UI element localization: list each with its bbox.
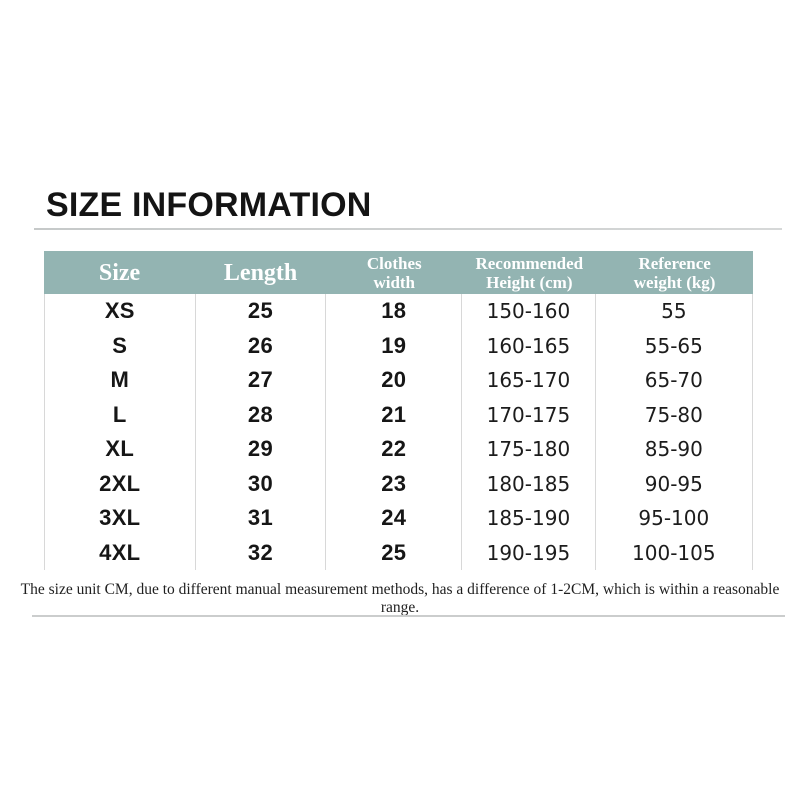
table-row-3xl: 3XL 31 24 185-190 95-100 bbox=[45, 501, 752, 536]
table-row-2xl: 2XL 30 23 180-185 90-95 bbox=[45, 466, 752, 501]
header-recommended-height-line2: Height (cm) bbox=[486, 272, 573, 292]
clothes-width-cell: 22 bbox=[326, 432, 463, 467]
weight-cell: 85-90 bbox=[644, 437, 703, 462]
header-recommended-height: Recommended Height (cm) bbox=[462, 251, 596, 294]
header-clothes-width-line2: width bbox=[373, 272, 416, 292]
header-size: Size bbox=[44, 251, 195, 294]
height-cell: 160-165 bbox=[462, 328, 596, 363]
clothes-width-cell: 25 bbox=[326, 535, 463, 570]
length-cell: 28 bbox=[196, 397, 327, 432]
height-cell: 185-190 bbox=[462, 501, 596, 536]
header-size-label: Size bbox=[98, 259, 141, 286]
header-clothes-width-line1: Clothes bbox=[366, 253, 422, 273]
clothes-width-cell: 19 bbox=[326, 328, 463, 363]
size-cell: 2XL bbox=[45, 466, 196, 501]
size-cell: 4XL bbox=[45, 535, 196, 570]
footnote: The size unit CM, due to different manua… bbox=[20, 581, 780, 616]
clothes-width-cell: 23 bbox=[326, 466, 463, 501]
height-cell: 150-160 bbox=[462, 294, 596, 329]
header-length-label: Length bbox=[223, 259, 298, 286]
clothes-width-cell: 18 bbox=[326, 294, 463, 329]
length-cell: 26 bbox=[196, 328, 327, 363]
height-cell: 175-180 bbox=[462, 432, 596, 467]
clothes-width-cell: 20 bbox=[326, 363, 463, 398]
length-cell: 31 bbox=[196, 501, 327, 536]
bottom-divider bbox=[32, 615, 785, 617]
size-cell: S bbox=[45, 328, 196, 363]
length-cell: 25 bbox=[196, 294, 327, 329]
header-length: Length bbox=[195, 251, 326, 294]
table-row-xl: XL 29 22 175-180 85-90 bbox=[45, 432, 752, 467]
clothes-width-cell: 21 bbox=[326, 397, 463, 432]
weight-cell: 75-80 bbox=[644, 402, 703, 427]
table-row-l: L 28 21 170-175 75-80 bbox=[45, 397, 752, 432]
length-cell: 30 bbox=[196, 466, 327, 501]
clothes-width-cell: 24 bbox=[326, 501, 463, 536]
weight-cell: 95-100 bbox=[638, 506, 710, 531]
height-cell: 170-175 bbox=[462, 397, 596, 432]
height-cell: 190-195 bbox=[462, 535, 596, 570]
size-table-header: Size Length Clothes width Recommended He… bbox=[44, 251, 753, 294]
weight-cell: 55-65 bbox=[644, 333, 703, 358]
size-cell: M bbox=[45, 363, 196, 398]
header-reference-weight-line1: Reference bbox=[638, 253, 711, 273]
height-cell: 180-185 bbox=[462, 466, 596, 501]
size-table-body: XS 25 18 150-160 55 S 26 19 160-165 55-6… bbox=[44, 294, 753, 570]
table-row-m: M 27 20 165-170 65-70 bbox=[45, 363, 752, 398]
weight-cell: 90-95 bbox=[644, 471, 703, 496]
table-row-4xl: 4XL 32 25 190-195 100-105 bbox=[45, 535, 752, 570]
header-reference-weight: Reference weight (kg) bbox=[596, 251, 753, 294]
size-cell: L bbox=[45, 397, 196, 432]
table-row-xs: XS 25 18 150-160 55 bbox=[45, 294, 752, 329]
height-cell: 165-170 bbox=[462, 363, 596, 398]
size-cell: 3XL bbox=[45, 501, 196, 536]
length-cell: 32 bbox=[196, 535, 327, 570]
header-reference-weight-line2: weight (kg) bbox=[633, 272, 716, 292]
title-divider bbox=[34, 228, 782, 230]
length-cell: 29 bbox=[196, 432, 327, 467]
header-clothes-width: Clothes width bbox=[326, 251, 462, 294]
weight-cell: 55 bbox=[661, 299, 687, 324]
size-cell: XS bbox=[45, 294, 196, 329]
page-title: SIZE INFORMATION bbox=[46, 186, 372, 224]
weight-cell: 100-105 bbox=[632, 540, 716, 565]
length-cell: 27 bbox=[196, 363, 327, 398]
header-recommended-height-line1: Recommended bbox=[475, 253, 584, 273]
size-cell: XL bbox=[45, 432, 196, 467]
table-row-s: S 26 19 160-165 55-65 bbox=[45, 328, 752, 363]
weight-cell: 65-70 bbox=[644, 368, 703, 393]
size-table: Size Length Clothes width Recommended He… bbox=[44, 251, 753, 570]
